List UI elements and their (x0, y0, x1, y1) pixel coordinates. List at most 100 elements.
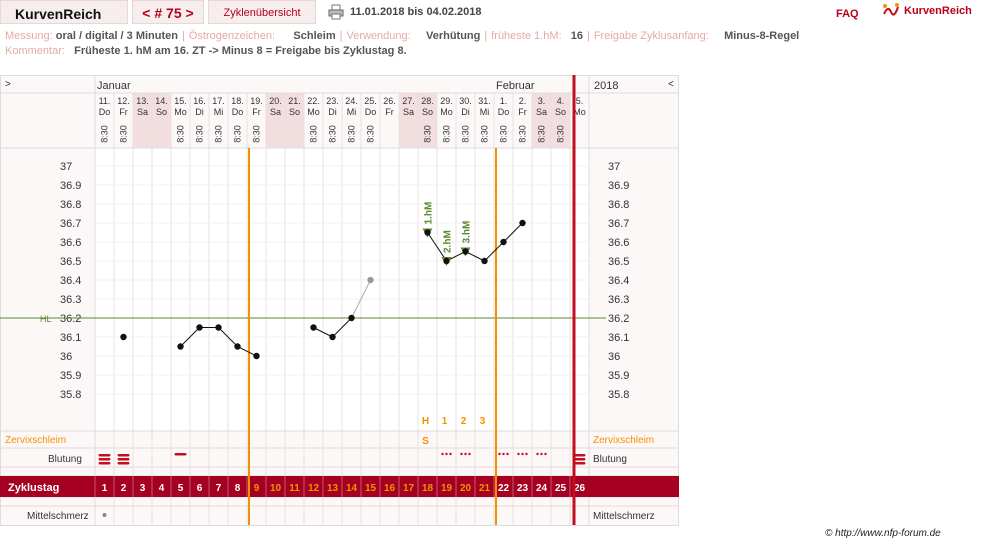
weekend-column (285, 93, 304, 148)
cycle-day-number: 10 (270, 483, 282, 494)
temperature-point (462, 248, 469, 255)
temperature-point (310, 324, 317, 331)
mittelschmerz-row-label-right: Mittelschmerz (593, 511, 655, 522)
app-title: KurvenReich (0, 0, 128, 24)
cycle-day-number: 2 (121, 483, 127, 494)
mucus-evaluation-label: 1 (442, 416, 448, 427)
temperature-segment (237, 346, 257, 357)
weekday-label: Sa (270, 107, 281, 117)
faq-link[interactable]: FAQ (836, 8, 859, 20)
logo-text[interactable]: KurvenReich (904, 5, 972, 17)
bleeding-heavy-icon (98, 454, 111, 457)
temperature-point (424, 229, 431, 236)
cycle-day-number: 4 (159, 483, 165, 494)
meta-row-2: Kommentar: Früheste 1. hM am 16. ZT -> M… (5, 45, 407, 57)
day-number: 11. (99, 96, 111, 106)
mittelschmerz-dot (102, 513, 107, 517)
weekend-column (152, 93, 171, 148)
y-tick-label-right: 36.2 (608, 313, 629, 325)
cycle-nav-button[interactable]: < # 75 > (132, 0, 204, 24)
day-number: 30. (459, 96, 472, 106)
weekend-column (399, 93, 418, 148)
cycle-day-number: 23 (517, 483, 529, 494)
day-number: 18. (231, 96, 244, 106)
weekend-column (551, 93, 570, 148)
cycle-day-label: Zyklustag (8, 482, 59, 494)
day-number: 5. (576, 96, 584, 106)
fhm-label: früheste 1.hM: (491, 30, 562, 42)
spotting-icon (540, 452, 543, 456)
time-label: 8:30 (366, 125, 376, 143)
bleeding-heavy-icon (98, 462, 111, 465)
time-label: 8:30 (176, 125, 186, 143)
day-number: 19. (250, 96, 263, 106)
printer-icon[interactable] (328, 4, 344, 20)
spotting-icon (525, 452, 528, 456)
kurvenreich-logo-icon[interactable] (882, 2, 900, 20)
oestrogen-label: Östrogenzeichen: (188, 30, 276, 42)
temperature-segment (180, 327, 200, 347)
y-tick-label-left: 36.1 (60, 332, 81, 344)
time-label: 8:30 (347, 125, 357, 143)
bleeding-heavy-icon (573, 462, 586, 465)
temperature-point (329, 333, 336, 341)
weekday-label: Fr (252, 107, 261, 117)
spotting-icon (521, 452, 524, 456)
temperature-segment (351, 279, 371, 319)
temperature-point (500, 238, 507, 246)
weekday-label: So (289, 107, 300, 117)
header-bar: KurvenReich < # 75 > Zyklenübersicht 11.… (0, 0, 981, 26)
time-label: 8:30 (195, 125, 205, 143)
cycle-day-number: 16 (384, 483, 396, 494)
messung-value: oral / digital / 3 Minuten (55, 30, 178, 42)
y-tick-label-left: 36.4 (60, 275, 81, 287)
y-tick-label-left: 36.9 (60, 180, 81, 192)
cycle-day-number: 13 (327, 483, 339, 494)
day-number: 24. (345, 96, 358, 106)
temperature-segment (503, 222, 523, 243)
meta-separator: | (586, 30, 590, 42)
weekday-label: Mo (440, 107, 453, 117)
y-tick-label-right: 35.8 (608, 389, 629, 401)
spotting-icon (449, 452, 452, 456)
zervix-row-label: Zervixschleim (5, 435, 66, 446)
cycle-day-number: 22 (498, 483, 510, 494)
y-tick-label-right: 36.7 (608, 218, 629, 230)
temperature-point (215, 324, 222, 331)
spotting-icon (468, 452, 471, 456)
cycle-overview-link[interactable]: Zyklenübersicht (208, 0, 316, 24)
temperature-point (253, 352, 260, 360)
weekday-label: Sa (536, 107, 547, 117)
cycle-day-number: 15 (365, 483, 377, 494)
weekday-label: Sa (403, 107, 414, 117)
time-label: 8:30 (556, 125, 566, 143)
meta-separator: | (182, 30, 185, 42)
temperature-point (177, 343, 184, 350)
nav-forward-button[interactable]: < (668, 79, 674, 90)
cycle-day-number: 8 (235, 483, 241, 494)
time-label: 8:30 (480, 125, 490, 143)
temperature-point (234, 343, 241, 350)
time-label: 8:30 (309, 125, 319, 143)
month-label: Februar (496, 80, 535, 92)
time-label: 8:30 (442, 125, 452, 143)
day-number: 12. (117, 96, 130, 106)
hm-label: 3.hM (462, 221, 473, 244)
y-tick-label-right: 37 (608, 161, 620, 173)
freigabe-value: Minus-8-Regel (724, 30, 800, 42)
spotting-icon (544, 452, 547, 456)
weekday-label: Sa (137, 107, 148, 117)
cycle-day-number: 6 (197, 483, 203, 494)
weekday-label: Mo (573, 107, 586, 117)
day-number: 28. (421, 96, 434, 106)
spotting-icon (498, 452, 501, 456)
day-number: 16. (193, 96, 206, 106)
mucus-evaluation-label: H (422, 416, 429, 427)
time-label: 8:30 (461, 125, 471, 143)
nav-back-button[interactable]: > (5, 79, 11, 90)
y-tick-label-left: 37 (60, 161, 72, 173)
meta-separator: | (339, 30, 343, 42)
day-number: 3. (538, 96, 546, 106)
zervix-row-label-right: Zervixschleim (593, 435, 654, 446)
